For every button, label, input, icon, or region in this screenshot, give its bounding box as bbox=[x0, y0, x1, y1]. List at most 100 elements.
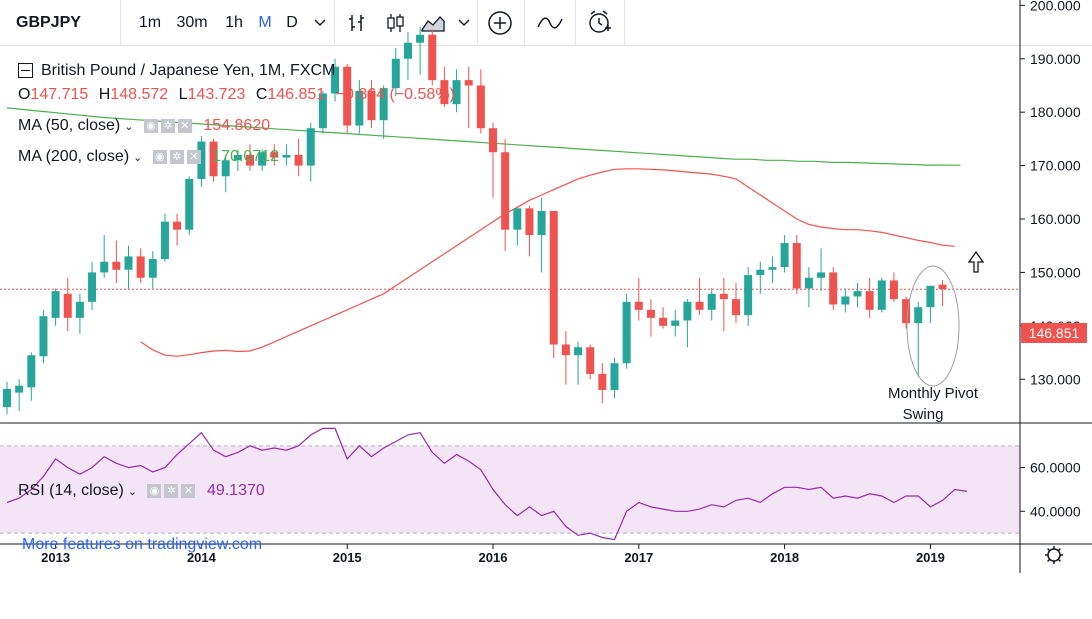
interval-1m[interactable]: 1m bbox=[138, 14, 162, 31]
bar-style-icon[interactable] bbox=[340, 0, 374, 46]
candle-body bbox=[719, 293, 728, 300]
y-tick-label: 170.000 bbox=[1030, 158, 1081, 174]
settings-gear-icon[interactable] bbox=[1045, 546, 1063, 564]
candle-body bbox=[598, 373, 607, 390]
rsi-tick-label: 60.0000 bbox=[1030, 460, 1081, 476]
y-tick-label: 160.000 bbox=[1030, 211, 1081, 227]
candle-body bbox=[428, 34, 437, 81]
candle-body bbox=[926, 285, 935, 308]
chevron-down-icon[interactable]: ⌄ bbox=[133, 152, 143, 165]
change-value: −0.864 (−0.58%) bbox=[335, 86, 455, 103]
interval-1h[interactable]: 1h bbox=[225, 14, 243, 31]
gear-icon[interactable]: ✲ bbox=[169, 149, 184, 164]
candle-body bbox=[537, 211, 546, 236]
grid bbox=[0, 288, 1020, 534]
ma200-legend: MA (200, close) ⌄ ◉ ✲ ✕ 170.0712 bbox=[18, 148, 279, 166]
eye-icon[interactable]: ◉ bbox=[147, 483, 162, 498]
candle-body bbox=[695, 301, 704, 310]
candle-body bbox=[160, 221, 169, 260]
chevron-down-icon[interactable] bbox=[307, 0, 333, 46]
watermark-link[interactable]: More features on tradingview.com bbox=[22, 536, 263, 553]
candle-body bbox=[343, 66, 352, 126]
rsi-path bbox=[6, 427, 967, 541]
candle-body bbox=[889, 280, 898, 300]
candle-body bbox=[561, 344, 570, 356]
y-tick-label: 200.000 bbox=[1030, 0, 1081, 13]
candle-body bbox=[15, 385, 24, 393]
x-tick-label: 2016 bbox=[479, 550, 508, 565]
candle-body bbox=[853, 291, 862, 297]
gear-icon[interactable]: ✲ bbox=[164, 483, 179, 498]
x-tick-label: 2017 bbox=[624, 550, 653, 565]
chevron-down-icon[interactable]: ⌄ bbox=[124, 121, 134, 134]
candle-body bbox=[549, 211, 558, 345]
candle-body bbox=[294, 154, 303, 166]
candle-body bbox=[525, 208, 534, 236]
indicator-controls[interactable]: ◉ ✲ ✕ bbox=[147, 482, 198, 500]
candle-body bbox=[707, 293, 716, 310]
candle-body bbox=[768, 267, 777, 270]
x-tick-label: 2014 bbox=[187, 550, 217, 565]
eye-icon[interactable]: ◉ bbox=[143, 118, 158, 133]
candle-body bbox=[233, 154, 242, 161]
last-price-badge: 146.851 bbox=[1021, 323, 1087, 343]
annotation-line-1: Monthly Pivot bbox=[888, 385, 979, 402]
candle-body bbox=[63, 293, 72, 318]
interval-30m[interactable]: 30m bbox=[176, 14, 208, 31]
ma50-label[interactable]: MA (50, close) bbox=[18, 117, 121, 135]
indicator-controls[interactable]: ◉ ✲ ✕ bbox=[143, 117, 195, 135]
close-icon[interactable]: ✕ bbox=[181, 483, 196, 498]
indicators-icon[interactable] bbox=[530, 0, 570, 46]
symbol-search[interactable]: GBPJPY bbox=[16, 14, 81, 31]
close-value: 146.851 bbox=[267, 86, 326, 103]
candle-body bbox=[100, 261, 109, 273]
divider bbox=[477, 0, 478, 46]
candle-body bbox=[3, 388, 11, 408]
ohlc-legend: O147.715 H148.572 L143.723 C146.851 −0.8… bbox=[18, 86, 455, 104]
candle-body bbox=[732, 299, 740, 316]
candle-body bbox=[501, 152, 510, 230]
symbol-legend: British Pound / Japanese Yen, 1M, FXCM bbox=[18, 62, 335, 80]
candle-body bbox=[112, 261, 121, 270]
candle-body bbox=[136, 256, 145, 278]
candle-body bbox=[622, 301, 631, 364]
close-label: C bbox=[255, 86, 268, 103]
candle-body bbox=[355, 90, 364, 126]
y-tick-label: 150.000 bbox=[1030, 264, 1081, 280]
high-label: H bbox=[98, 86, 111, 103]
candle-body bbox=[306, 128, 315, 166]
x-tick-label: 2018 bbox=[770, 550, 799, 565]
indicator-controls[interactable]: ◉ ✲ ✕ bbox=[152, 148, 204, 166]
candle-body bbox=[817, 272, 826, 278]
ma50-path bbox=[140, 168, 955, 357]
low-label: L bbox=[178, 86, 188, 103]
candle-style-icon[interactable] bbox=[378, 0, 412, 46]
area-style-icon[interactable] bbox=[416, 0, 450, 46]
x-tick-label: 2013 bbox=[41, 550, 70, 565]
candle-body bbox=[88, 272, 97, 302]
candle-body bbox=[938, 284, 947, 289]
chevron-down-icon[interactable]: ⌄ bbox=[127, 486, 138, 499]
divider bbox=[524, 0, 525, 46]
interval-monthly[interactable]: M bbox=[258, 14, 272, 31]
candle-body bbox=[197, 141, 206, 179]
candle-body bbox=[39, 316, 48, 357]
close-icon[interactable]: ✕ bbox=[186, 149, 201, 164]
candle-body bbox=[258, 152, 267, 166]
interval-daily[interactable]: D bbox=[286, 14, 298, 31]
close-icon[interactable]: ✕ bbox=[177, 118, 192, 133]
candle-body bbox=[513, 208, 522, 230]
gear-icon[interactable]: ✲ bbox=[160, 118, 175, 133]
chevron-down-icon[interactable] bbox=[452, 0, 476, 46]
candle-body bbox=[282, 154, 291, 158]
eye-icon[interactable]: ◉ bbox=[152, 149, 167, 164]
ma200-label[interactable]: MA (200, close) bbox=[18, 148, 130, 166]
rsi-label[interactable]: RSI (14, close) bbox=[18, 482, 124, 500]
collapse-icon[interactable] bbox=[18, 63, 33, 79]
candle-body bbox=[744, 275, 753, 316]
divider bbox=[334, 0, 335, 46]
compare-add-icon[interactable] bbox=[482, 0, 518, 46]
alert-icon[interactable] bbox=[580, 0, 620, 46]
candle-body bbox=[148, 259, 157, 278]
candle-body bbox=[464, 80, 473, 86]
